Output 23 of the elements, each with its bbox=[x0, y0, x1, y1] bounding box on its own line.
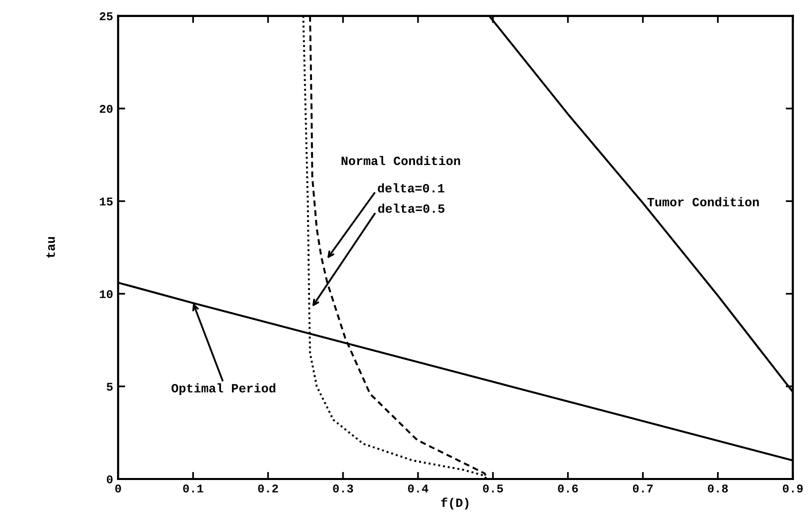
annotation: delta=0.1 bbox=[378, 183, 444, 192]
y-axis-title: tau bbox=[46, 237, 55, 258]
y-tick-label: 20 bbox=[100, 104, 113, 113]
x-tick-label: 0.1 bbox=[183, 484, 204, 493]
x-tick-label: 0.6 bbox=[558, 484, 578, 493]
y-tick-label: 0 bbox=[106, 475, 113, 484]
annotation: delta=0.5 bbox=[378, 204, 444, 213]
x-tick-label: 0.8 bbox=[708, 484, 728, 493]
x-tick-label: 0 bbox=[115, 484, 121, 493]
x-tick-label: 0.3 bbox=[333, 484, 354, 493]
y-tick-label: 10 bbox=[100, 290, 113, 298]
x-tick-label: 0.2 bbox=[258, 484, 278, 493]
x-tick-label: 0.4 bbox=[408, 484, 428, 493]
x-tick-label: 0.9 bbox=[782, 484, 803, 493]
annotation: Optimal Period bbox=[172, 383, 276, 395]
annotation: Tumor Condition bbox=[647, 197, 759, 206]
x-tick-label: 0.5 bbox=[483, 484, 503, 493]
y-tick-label: 15 bbox=[100, 198, 113, 206]
x-tick-label: 0.7 bbox=[632, 484, 653, 493]
x-axis-title: f(D) bbox=[441, 498, 468, 510]
y-tick-label: 25 bbox=[100, 12, 113, 20]
annotation: Normal Condition bbox=[342, 156, 460, 166]
y-tick-label: 5 bbox=[106, 382, 113, 391]
